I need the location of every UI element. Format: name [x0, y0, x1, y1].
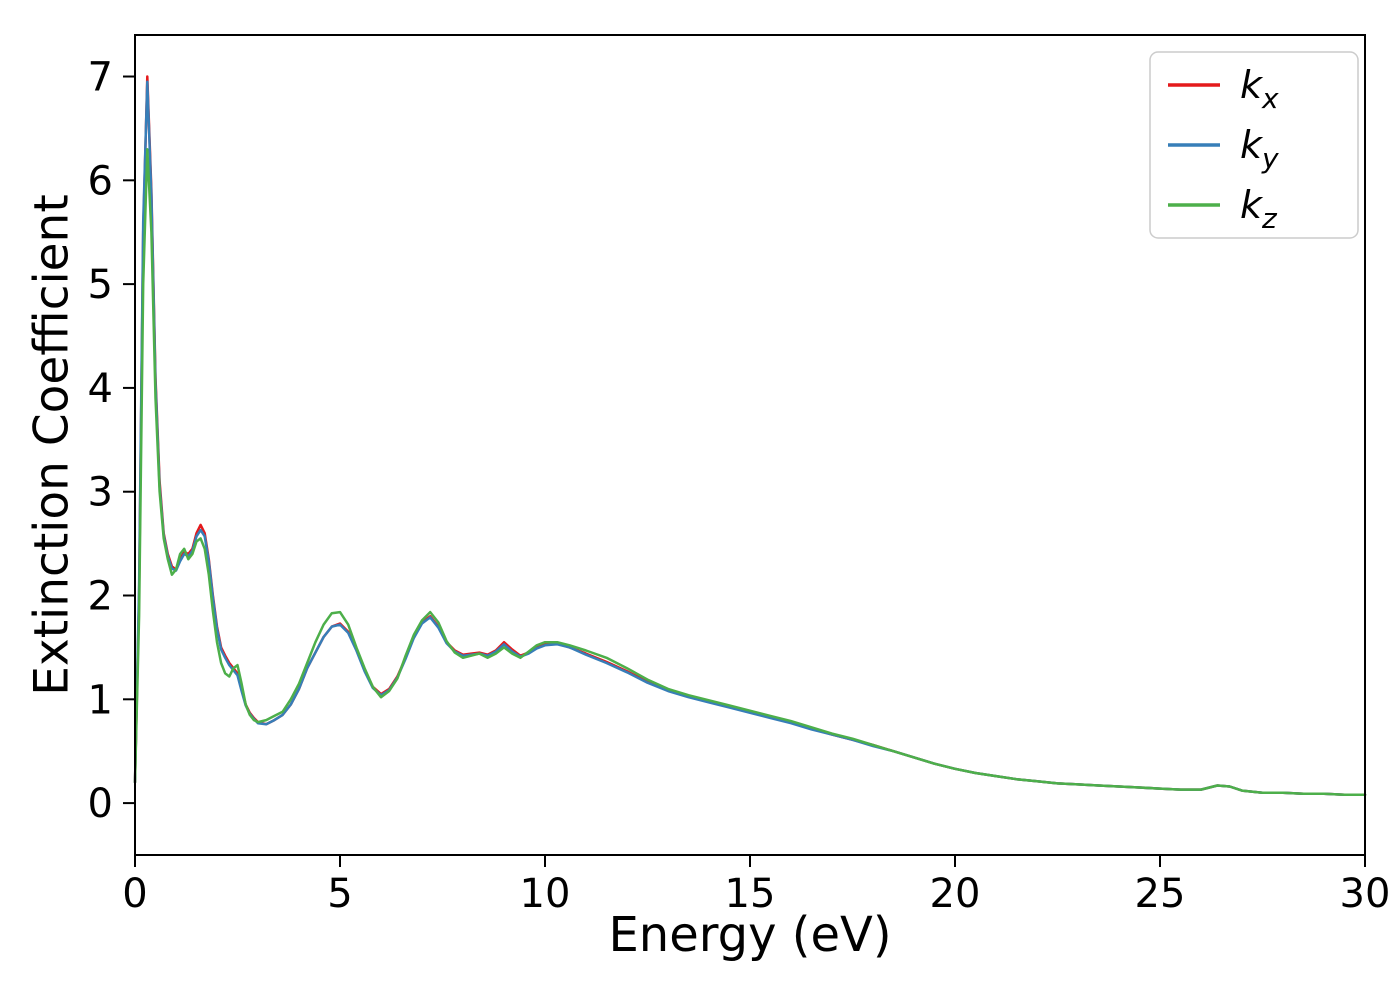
- x-axis-label: Energy (eV): [608, 907, 892, 963]
- y-tick-label: 7: [88, 55, 113, 101]
- axes-box: [134, 34, 1366, 856]
- series-line-k_z: [133, 147, 1367, 797]
- y-tick-label: 6: [88, 158, 113, 204]
- x-tick-label: 0: [122, 871, 147, 917]
- y-tick-label: 3: [88, 470, 113, 516]
- y-tick-label: 5: [88, 262, 113, 308]
- x-tick-label: 20: [930, 871, 981, 917]
- legend-box: [1149, 51, 1359, 239]
- y-tick-label: 0: [88, 781, 113, 827]
- x-tick-label: 5: [327, 871, 352, 917]
- y-tick-label: 2: [88, 574, 113, 620]
- x-tick-label: 15: [725, 871, 776, 917]
- x-tick-label: 10: [520, 871, 571, 917]
- y-tick-label: 4: [88, 366, 113, 412]
- x-tick-label: 30: [1340, 871, 1391, 917]
- y-axis-label: Extinction Coefficient: [24, 194, 80, 696]
- x-tick-label: 25: [1135, 871, 1186, 917]
- y-tick-label: 1: [88, 677, 113, 723]
